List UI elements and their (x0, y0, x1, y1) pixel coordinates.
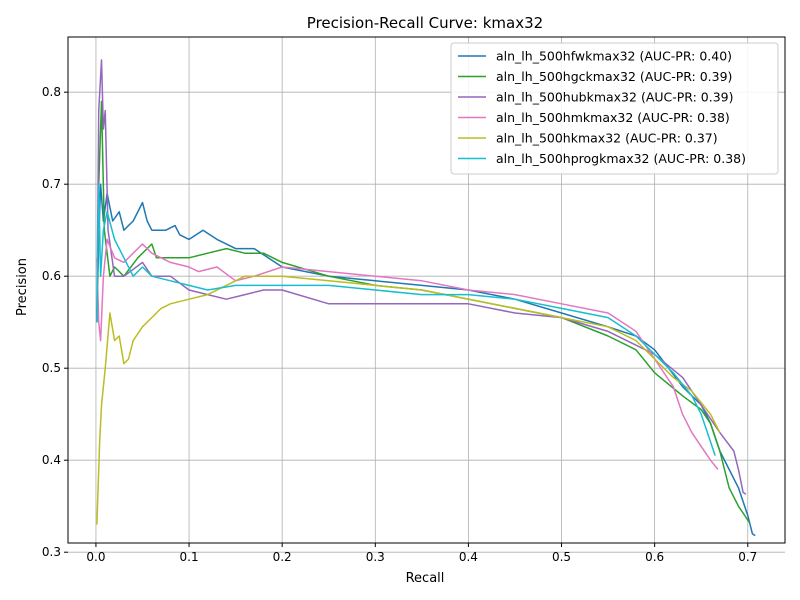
y-tick-label: 0.5 (42, 361, 61, 375)
y-tick-label: 0.7 (42, 177, 61, 191)
x-tick-label: 0.1 (180, 550, 199, 564)
legend-label-3: aln_lh_500hubkmax32 (AUC-PR: 0.39) (496, 90, 734, 105)
series-line-6 (96, 183, 716, 456)
series-line-4 (96, 238, 719, 470)
series-line-3 (96, 59, 747, 495)
x-tick-label: 0.4 (459, 550, 478, 564)
y-tick-label: 0.4 (42, 453, 61, 467)
legend-label-2: aln_lh_500hgckmax32 (AUC-PR: 0.39) (496, 69, 732, 84)
x-tick-label: 0.2 (273, 550, 292, 564)
legend-label-6: aln_lh_500hprogkmax32 (AUC-PR: 0.38) (496, 151, 746, 166)
legend: aln_lh_500hfwkmax32 (AUC-PR: 0.40) aln_lh… (450, 42, 779, 175)
x-tick-label: 0.5 (552, 550, 571, 564)
x-tick-label: 0.3 (366, 550, 385, 564)
x-tick-label: 0.7 (738, 550, 757, 564)
y-axis-label: Precision (15, 258, 30, 316)
legend-label-5: aln_lh_500hkmax32 (AUC-PR: 0.37) (496, 131, 718, 146)
x-tick-label: 0.0 (86, 550, 105, 564)
legend-box (450, 42, 779, 175)
series-line-1 (96, 183, 756, 537)
series-lines (96, 59, 756, 537)
plot-frame (67, 36, 786, 544)
x-axis-label: Recall (406, 571, 445, 586)
y-tick-label: 0.8 (42, 85, 61, 99)
x-tick-label: 0.6 (645, 550, 664, 564)
legend-label-4: aln_lh_500hmkmax32 (AUC-PR: 0.38) (496, 110, 730, 125)
axis-ticks: 0.0 0.1 0.2 0.3 0.4 0.5 0.6 0.7 0.3 0.4 0.5 0.6 0.7 0… (42, 85, 757, 564)
y-tick-label: 0.3 (42, 545, 61, 559)
legend-label-1: aln_lh_500hfwkmax32 (AUC-PR: 0.40) (496, 49, 732, 64)
series-line-5 (96, 275, 721, 525)
chart-title: Precision-Recall Curve: kmax32 (307, 14, 543, 32)
y-tick-label: 0.6 (42, 269, 61, 283)
